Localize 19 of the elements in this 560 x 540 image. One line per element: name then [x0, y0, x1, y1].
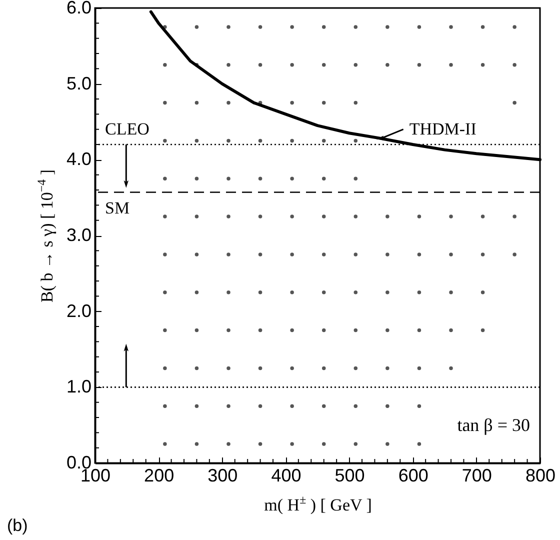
legend-label: THDM-II [409, 119, 477, 138]
annotation: tan β = 30 [457, 415, 530, 435]
x-tick-label: 700 [462, 466, 492, 486]
y-tick-label: 5.0 [66, 73, 92, 94]
y-tick-label: 3.0 [66, 225, 92, 245]
y-tick-label: 6.0 [66, 0, 92, 18]
y-tick-label: 2.0 [66, 300, 92, 321]
x-tick-label: 400 [271, 466, 302, 486]
text: (b) [7, 516, 28, 535]
x-tick-label: 200 [144, 466, 174, 486]
ref-line-label: CLEO [105, 120, 150, 138]
x-tick-label: 600 [398, 466, 428, 486]
x-tick-label: 300 [208, 466, 238, 486]
y-tick-label: 4.0 [66, 149, 92, 170]
ref-line-label: SM [105, 198, 130, 218]
y-tick-label: 1.0 [66, 376, 92, 397]
x-tick-label: 800 [525, 466, 556, 486]
x-tick-label: 500 [334, 466, 365, 486]
x-axis-title: m( H$^{±}$ ) [ GeV ] [264, 492, 372, 514]
